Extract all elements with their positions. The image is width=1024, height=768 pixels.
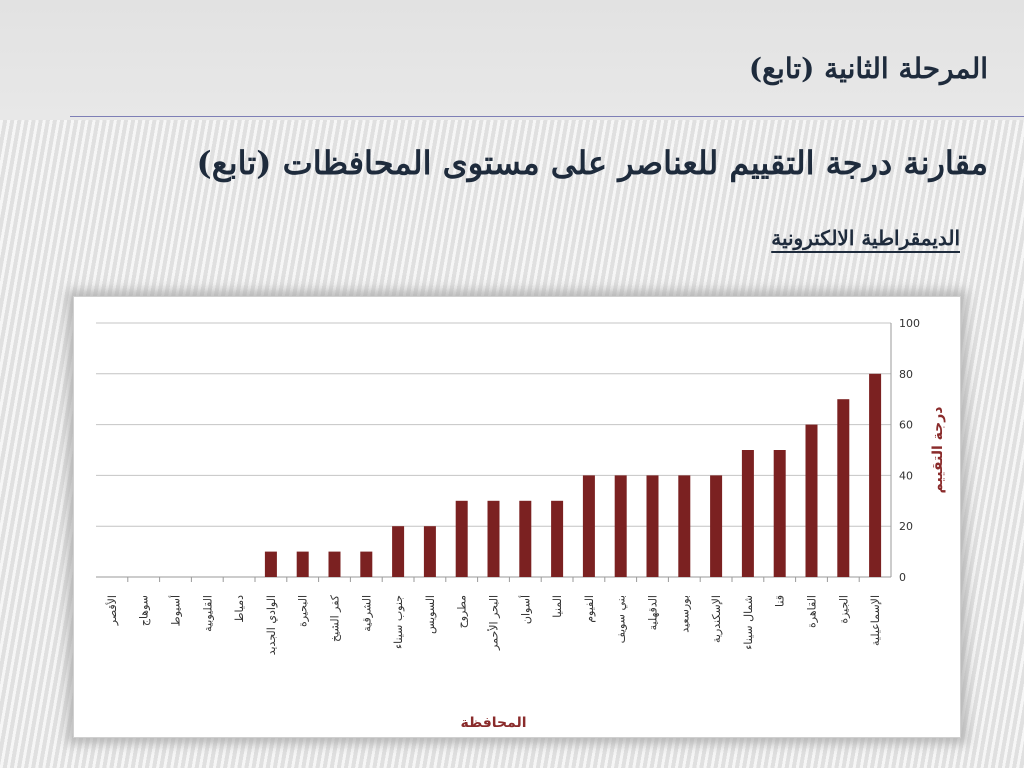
bar (837, 399, 850, 577)
x-tick-label: مطروح (456, 595, 469, 629)
slide-heading: المرحلة الثانية (تابع) (748, 52, 988, 85)
x-tick-label: الفيوم (583, 595, 596, 623)
bar (582, 475, 595, 577)
y-tick-label: 40 (899, 469, 913, 482)
divider-line (70, 116, 1024, 117)
y-tick-labels: 0 20 40 60 80 100 (899, 317, 920, 584)
y-axis-title: درجة التقييم (930, 407, 946, 494)
bar (805, 424, 818, 577)
x-tick-label: قنا (774, 595, 787, 607)
y-tick-label: 0 (899, 571, 906, 584)
bar (710, 475, 723, 577)
bar (646, 475, 659, 577)
x-tick-label: الأقصر (105, 595, 119, 626)
section-label: الديمقراطية الالكترونية (771, 226, 960, 250)
bar (519, 500, 532, 577)
x-axis-title: المحافظة (460, 715, 526, 731)
bar-chart: 0 20 40 60 80 100 الأقصر سوهاج أسيوط القليوبية دم… (96, 317, 946, 731)
x-tick-label: الوادي الجديد (265, 595, 278, 655)
bar (487, 500, 500, 577)
x-tick-labels: الأقصر سوهاج أسيوط القليوبية دمياط الوادي الج… (105, 594, 882, 655)
y-tick-label: 80 (899, 368, 913, 381)
bar (360, 551, 373, 577)
bar (678, 475, 691, 577)
y-tick-label: 20 (899, 520, 913, 533)
bar (423, 526, 436, 577)
x-tick-label: القاهرة (806, 595, 819, 628)
x-tick-label: الإسكندرية (710, 595, 723, 643)
bar (264, 551, 277, 577)
bar (614, 475, 627, 577)
x-tick-label: الشرقية (360, 595, 373, 632)
x-tick-label: سوهاج (138, 595, 151, 626)
bar (741, 450, 754, 577)
x-tick-label: أسوان (518, 595, 532, 624)
x-tick-label: البحيرة (297, 595, 310, 627)
bar (392, 526, 405, 577)
x-tick-label: السويس (424, 595, 437, 634)
bar (455, 500, 468, 577)
bars (264, 373, 882, 577)
y-tick-label: 60 (899, 419, 913, 432)
bar (551, 500, 564, 577)
x-tick-label: جنوب سيناء (392, 595, 405, 649)
x-tick-label: المنيا (551, 595, 564, 618)
bar (869, 373, 882, 577)
x-tick-label: كفر الشيخ (329, 594, 342, 642)
x-tick-label: البحر الأحمر (487, 595, 501, 651)
bar (328, 551, 341, 577)
bar (773, 450, 786, 577)
chart-frame: 0 20 40 60 80 100 الأقصر سوهاج أسيوط القليوبية دم… (73, 296, 961, 738)
x-tick-label: دمياط (233, 595, 246, 623)
x-tick-label: بورسعيد (678, 595, 691, 633)
bar (296, 551, 309, 577)
slide-subheading: مقارنة درجة التقييم للعناصر على مستوى ال… (196, 144, 988, 182)
y-tick-label: 100 (899, 317, 920, 330)
x-tick-label: الإسماعيلية (869, 595, 882, 646)
x-tick-label: بني سويف (615, 595, 628, 643)
x-tick-label: الجيزة (837, 595, 850, 624)
x-tick-label: القليوبية (201, 595, 214, 632)
x-tick-label: شمال سيناء (742, 595, 755, 650)
header-band (0, 0, 1024, 120)
x-tick-label: الدقهلية (647, 595, 660, 630)
x-tick-label: أسيوط (169, 595, 183, 626)
